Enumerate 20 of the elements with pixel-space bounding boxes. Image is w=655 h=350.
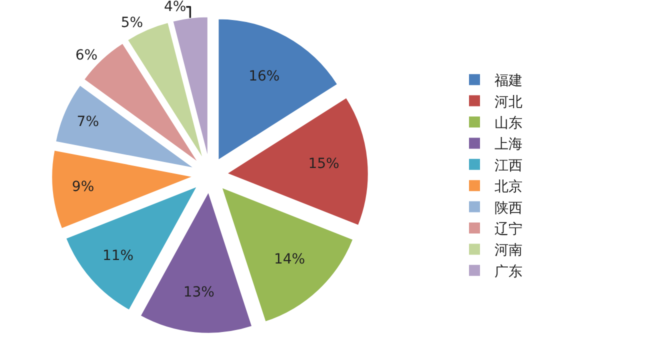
legend-label: 陕西 [494, 200, 522, 216]
data-label: 11% [102, 248, 134, 264]
data-label: 14% [274, 252, 306, 268]
data-label: 9% [72, 179, 94, 196]
legend-label: 上海 [494, 136, 522, 153]
legend-label: 辽宁 [494, 221, 522, 238]
legend-label: 山东 [494, 115, 522, 132]
data-label: 13% [183, 284, 214, 301]
data-label: 6% [75, 47, 98, 64]
legend-label: 江西 [494, 158, 522, 174]
legend-label: 北京 [494, 179, 522, 196]
data-label: 5% [120, 14, 144, 31]
legend-label: 广东 [494, 264, 522, 280]
legend-label: 河南 [494, 242, 522, 259]
data-label: 4% [164, 0, 186, 15]
data-label: 15% [308, 156, 340, 172]
data-label: 7% [76, 114, 100, 130]
legend-label: 河北 [494, 94, 522, 110]
data-label: 16% [248, 68, 280, 84]
legend-label: 福建 [494, 73, 522, 90]
